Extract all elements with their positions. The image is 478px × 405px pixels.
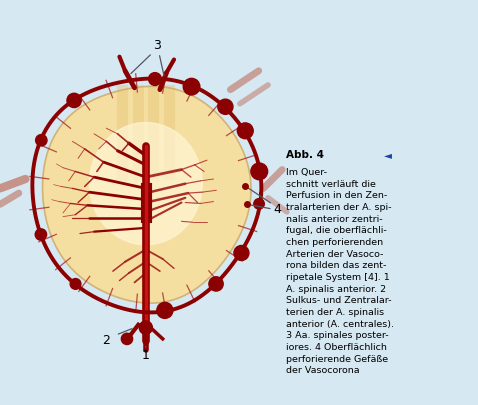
Circle shape [234,245,249,260]
Circle shape [121,333,132,345]
Circle shape [36,134,47,146]
Circle shape [157,303,173,318]
Text: 3: 3 [153,39,161,52]
Text: Im Quer-
schnitt verläuft die
Perfusion in den Zen-
tralarterien der A. spi-
nal: Im Quer- schnitt verläuft die Perfusion … [286,168,394,375]
Circle shape [238,123,253,139]
Circle shape [70,279,81,289]
Circle shape [67,93,81,108]
Text: 2: 2 [102,334,110,347]
Text: ◄: ◄ [384,150,392,160]
Ellipse shape [89,123,202,245]
Text: Abb. 4: Abb. 4 [286,150,327,160]
Text: 1: 1 [142,350,150,362]
Circle shape [218,99,233,114]
Circle shape [251,163,268,180]
Circle shape [139,321,152,334]
Circle shape [183,78,200,95]
Text: 4: 4 [273,202,282,215]
Circle shape [35,229,46,240]
Polygon shape [43,86,251,303]
Circle shape [209,277,223,291]
Circle shape [149,72,162,85]
Circle shape [254,198,264,209]
